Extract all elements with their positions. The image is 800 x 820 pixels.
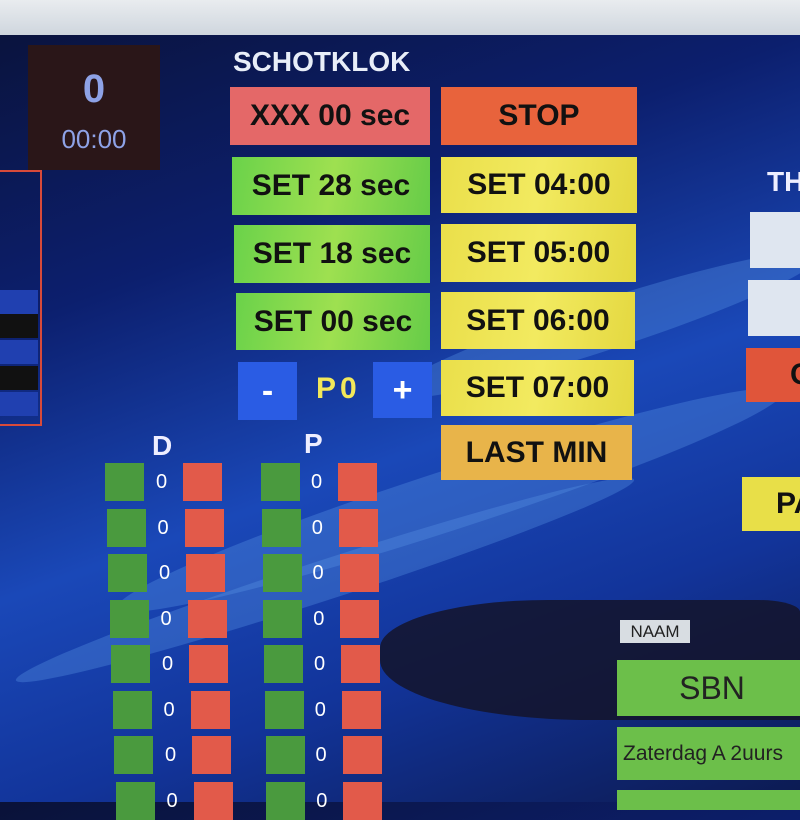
d-value: 0 <box>160 607 172 630</box>
period-value: P0 <box>316 372 361 405</box>
p-green-button[interactable] <box>261 463 300 501</box>
team-name-field[interactable]: SBN <box>617 660 800 716</box>
d-value: 0 <box>159 562 171 584</box>
right-white-button-2[interactable] <box>748 280 800 336</box>
right-yellow-button[interactable]: PA <box>742 477 800 531</box>
d-value: 0 <box>156 471 168 493</box>
p-value: 0 <box>311 471 323 493</box>
p-green-button[interactable] <box>266 781 306 820</box>
p-green-button[interactable] <box>263 599 303 638</box>
period-plus-button[interactable]: + <box>373 362 432 418</box>
d-red-button[interactable] <box>192 736 231 774</box>
p-red-button[interactable] <box>341 645 380 683</box>
right-panel-title: TH <box>767 166 800 197</box>
d-green-button[interactable] <box>112 690 152 729</box>
p-green-button[interactable] <box>264 690 304 729</box>
d-red-button[interactable] <box>189 645 228 683</box>
d-green-button[interactable] <box>115 781 155 820</box>
p-value: 0 <box>314 698 326 721</box>
p-red-button[interactable] <box>339 554 379 592</box>
reset-shotclock-button[interactable]: XXX 00 sec <box>230 87 430 145</box>
p-green-button[interactable] <box>261 508 301 547</box>
last-min-button[interactable]: LAST MIN <box>441 425 632 480</box>
p-value: 0 <box>316 789 328 812</box>
d-red-button[interactable] <box>183 463 222 501</box>
p-red-button[interactable] <box>340 599 380 638</box>
d-red-button[interactable] <box>187 599 227 638</box>
scoreboard: 0 00:00 <box>28 45 160 170</box>
d-value: 0 <box>166 789 178 812</box>
p-red-button[interactable] <box>338 508 378 547</box>
set-28-button[interactable]: SET 28 sec <box>232 157 430 215</box>
stop-button[interactable]: STOP <box>441 87 637 145</box>
d-value: 0 <box>165 744 177 766</box>
name-label: NAAM <box>620 620 690 643</box>
period-minus-button[interactable]: - <box>238 362 297 420</box>
set-00-button[interactable]: SET 00 sec <box>236 293 430 350</box>
match-name-field[interactable]: Zaterdag A 2uurs <box>617 727 800 780</box>
set-0600-button[interactable]: SET 06:00 <box>441 292 635 349</box>
p-green-button[interactable] <box>262 554 302 592</box>
p-value: 0 <box>314 653 326 675</box>
third-field[interactable] <box>617 790 800 810</box>
p-value: 0 <box>312 562 324 584</box>
p-red-button[interactable] <box>343 781 383 820</box>
d-green-button[interactable] <box>111 645 150 683</box>
d-value: 0 <box>157 516 169 539</box>
d-value: 0 <box>163 698 175 721</box>
d-red-button[interactable] <box>193 781 233 820</box>
p-value: 0 <box>315 744 327 766</box>
d-red-button[interactable] <box>186 554 225 592</box>
d-green-button[interactable] <box>105 463 144 501</box>
d-green-button[interactable] <box>106 508 146 547</box>
right-red-button[interactable]: C <box>746 348 800 402</box>
d-green-button[interactable] <box>114 736 153 774</box>
p-green-button[interactable] <box>264 645 303 683</box>
set-18-button[interactable]: SET 18 sec <box>234 225 430 283</box>
d-value: 0 <box>162 653 174 675</box>
p-header: P <box>304 428 323 459</box>
score-value: 0 <box>82 67 106 111</box>
p-red-button[interactable] <box>338 463 377 501</box>
d-red-button[interactable] <box>184 508 224 547</box>
p-value: 0 <box>311 516 323 539</box>
p-red-button[interactable] <box>341 690 381 729</box>
p-value: 0 <box>313 607 325 630</box>
set-0700-button[interactable]: SET 07:00 <box>441 360 634 416</box>
left-panel <box>0 170 42 426</box>
p-red-button[interactable] <box>342 736 382 774</box>
p-green-button[interactable] <box>265 736 305 774</box>
set-0400-button[interactable]: SET 04:00 <box>441 157 637 213</box>
game-time: 00:00 <box>61 124 127 154</box>
d-green-button[interactable] <box>108 554 147 592</box>
d-red-button[interactable] <box>190 690 230 729</box>
right-white-button-1[interactable] <box>750 212 800 268</box>
set-0500-button[interactable]: SET 05:00 <box>441 224 636 282</box>
d-header: D <box>152 430 173 461</box>
top-bezel <box>0 0 800 35</box>
d-green-button[interactable] <box>109 599 149 638</box>
shotclock-title: SCHOTKLOK <box>233 46 411 77</box>
